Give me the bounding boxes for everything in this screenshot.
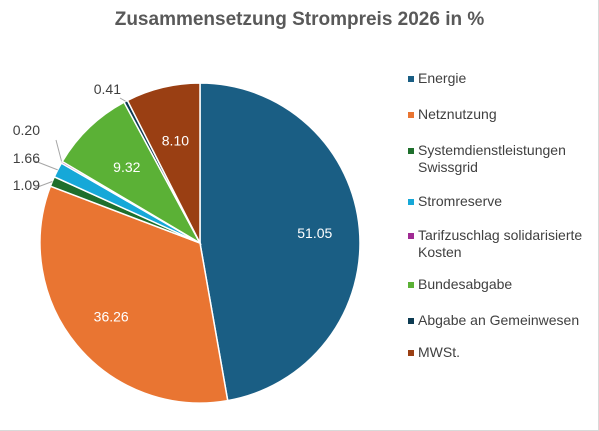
slice-value-label: 0.20	[13, 122, 40, 138]
slice-value-label: 9.32	[113, 159, 140, 175]
legend-swatch	[408, 318, 414, 324]
pie-slice-mwst	[126, 82, 201, 244]
legend-swatch	[408, 199, 414, 205]
slice-value-label: 8.10	[162, 132, 189, 148]
chart-title: Zusammensetzung Strompreis 2026 in %	[114, 9, 485, 30]
leader-line	[119, 97, 126, 102]
legend-swatch	[408, 148, 414, 154]
legend-swatch	[408, 112, 414, 118]
legend: Energie Netznutzung Systemdienstleistungen…	[408, 70, 598, 361]
slice-value-label: 51.05	[297, 225, 332, 241]
leader-line	[55, 139, 63, 163]
legend-label: MWSt.	[418, 344, 460, 360]
legend-swatch	[408, 233, 414, 239]
legend-label: Stromreserve	[418, 193, 503, 209]
legend-item: Bundesabgabe	[408, 276, 598, 293]
legend-item: Abgabe an Gemeinwesen	[408, 312, 598, 329]
legend-item: Energie	[408, 70, 598, 87]
legend-swatch	[408, 350, 414, 356]
legend-swatch	[408, 282, 414, 288]
legend-label: Energie	[418, 70, 467, 86]
pie-slice-netznutzung	[39, 185, 229, 404]
legend-item: Tarifzuschlag solidarisierte Kosten	[408, 227, 598, 261]
legend-label: Abgabe an Gemeinwesen	[418, 312, 580, 328]
pie-slice-bundesabgabe	[61, 101, 202, 246]
legend-swatch	[408, 76, 414, 82]
slice-value-label: 1.66	[13, 150, 40, 166]
legend-item: MWSt.	[408, 344, 598, 361]
legend-label: Bundesabgabe	[418, 276, 513, 292]
pie-slice-energie	[199, 82, 361, 402]
legend-item: Netznutzung	[408, 106, 598, 123]
leader-line	[34, 181, 53, 189]
legend-label: Systemdienstleistungen Swissgrid	[418, 142, 566, 175]
slice-value-label: 1.09	[13, 177, 40, 193]
slice-value-label: 0.41	[94, 81, 121, 97]
legend-label: Tarifzuschlag solidarisierte Kosten	[418, 227, 583, 260]
legend-label: Netznutzung	[418, 106, 497, 122]
legend-item: Stromreserve	[408, 193, 598, 210]
legend-item: Systemdienstleistungen Swissgrid	[408, 142, 598, 176]
slice-value-label: 36.26	[94, 308, 129, 324]
leader-line	[34, 160, 58, 171]
